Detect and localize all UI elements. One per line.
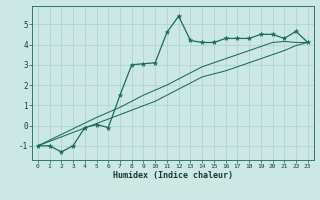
X-axis label: Humidex (Indice chaleur): Humidex (Indice chaleur)	[113, 171, 233, 180]
